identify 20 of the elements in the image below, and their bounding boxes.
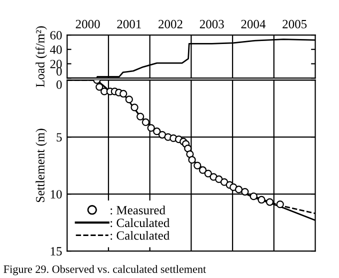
x-tick-label: 2002 xyxy=(158,20,182,28)
y-tick-label: 15 xyxy=(50,247,62,256)
legend-label: : Calculated xyxy=(110,218,170,228)
x-tick-label: 2004 xyxy=(241,20,266,28)
y-tick-label: 60 xyxy=(50,31,62,40)
y-tick-label: 0 xyxy=(56,67,62,76)
y-tick-label: 10 xyxy=(50,190,62,199)
x-tick-label: 2003 xyxy=(200,20,224,28)
y-axis-title: Settlement (m) xyxy=(36,128,47,202)
legend-label: : Calculated xyxy=(110,230,170,240)
y-tick-label: 5 xyxy=(56,133,62,142)
y-tick-label: 0 xyxy=(56,80,62,89)
y-axis-title: Load (tf/m²) xyxy=(36,26,47,88)
y-tick-label: 20 xyxy=(50,60,62,68)
x-tick-label: 2001 xyxy=(117,20,141,28)
x-tick-label: 2000 xyxy=(76,20,100,28)
x-tick-label: 2005 xyxy=(282,20,307,28)
y-tick-label: 40 xyxy=(50,45,62,54)
caption: Figure 29. Observed vs. calculated settlement xyxy=(4,265,206,276)
legend-label: : Measured xyxy=(110,206,166,214)
